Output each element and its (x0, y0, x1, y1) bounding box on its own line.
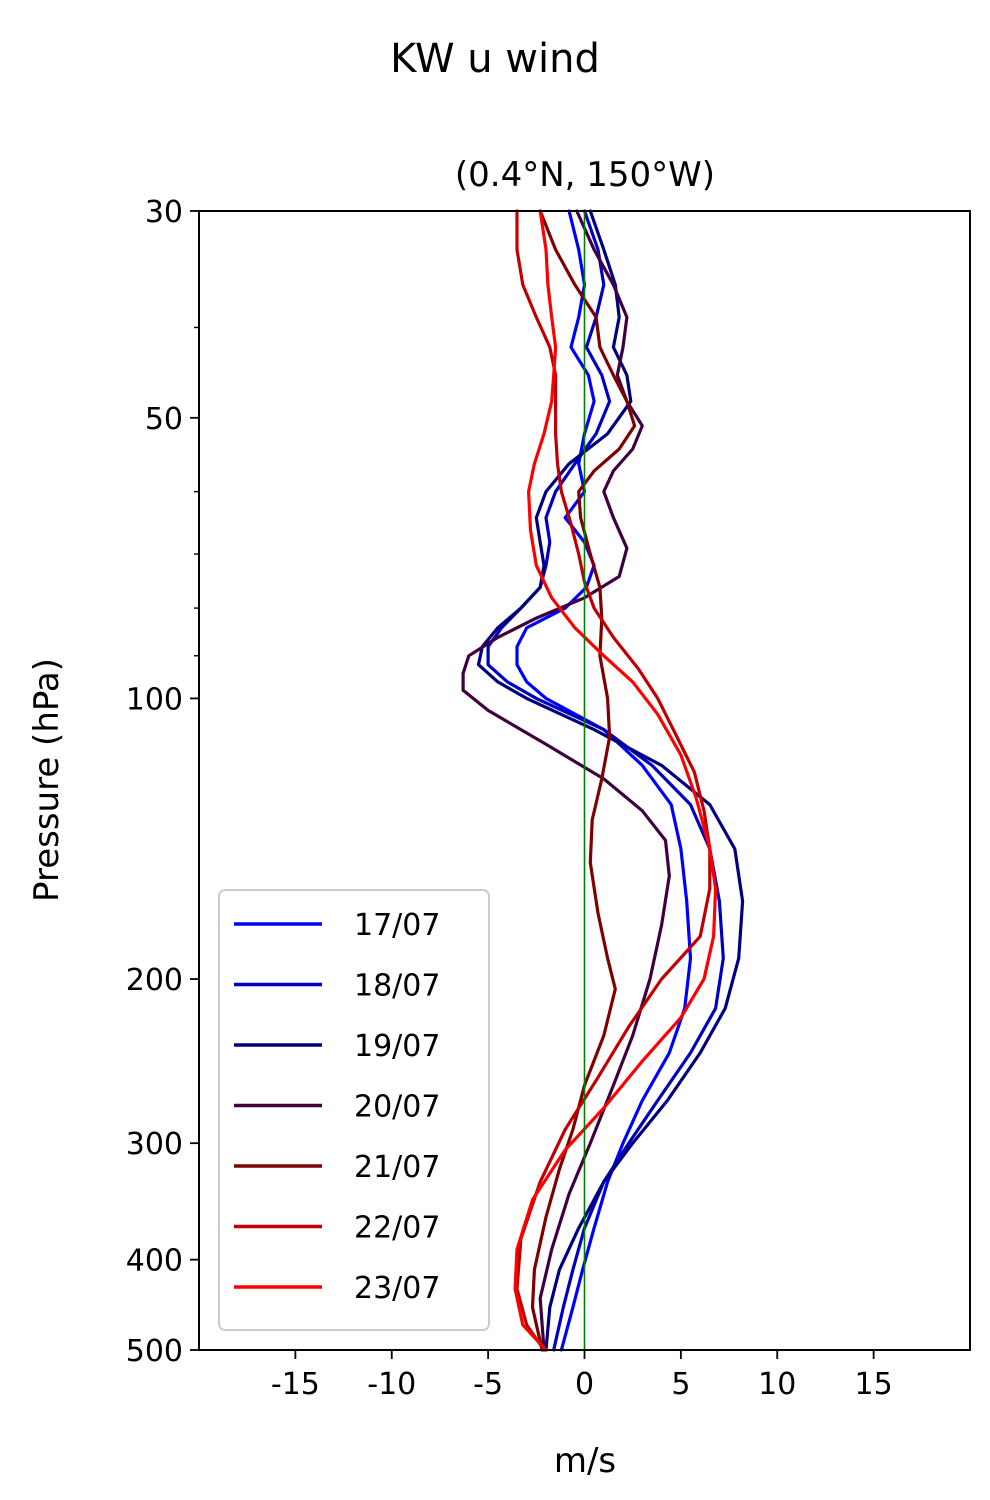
legend-label: 20/07 (354, 1090, 440, 1125)
legend-label: 18/07 (354, 969, 440, 1004)
legend-label: 22/07 (354, 1211, 440, 1246)
legend-label: 17/07 (354, 908, 440, 943)
x-tick-label: 0 (575, 1367, 594, 1402)
series-line-17-07 (515, 209, 693, 1352)
series-layer (461, 209, 745, 1352)
x-axis-label: m/s (554, 1441, 616, 1481)
legend: 17/07 18/07 19/07 20/07 21/07 22/07 23/07 (218, 889, 490, 1331)
chart-title: KW u wind (390, 36, 600, 82)
series-line-19-07 (476, 209, 745, 1352)
y-tick-label: 200 (126, 963, 183, 998)
series-line-22-07 (515, 209, 712, 1352)
y-tick-label: 300 (126, 1127, 183, 1162)
x-tick-label: -10 (367, 1367, 416, 1402)
series-line-20-07 (461, 209, 671, 1352)
legend-box (218, 889, 490, 1331)
x-tick-label: 15 (855, 1367, 893, 1402)
x-tick-label: 10 (758, 1367, 796, 1402)
y-tick-label: 100 (126, 682, 183, 717)
series-line-21-07 (530, 209, 637, 1352)
series-line-23-07 (513, 209, 718, 1352)
legend-label: 19/07 (354, 1029, 440, 1064)
legend-label: 21/07 (354, 1150, 440, 1185)
y-tick-label: 50 (145, 402, 183, 437)
x-tick-label: -5 (473, 1367, 503, 1402)
x-axis: -15 -10 -5 0 5 10 15 (271, 1350, 893, 1402)
y-axis: 30 50 100 200 300 400 500 (126, 195, 199, 1369)
y-tick-label: 500 (126, 1334, 183, 1369)
x-tick-label: -15 (271, 1367, 320, 1402)
y-tick-label: 30 (145, 195, 183, 230)
x-tick-label: 5 (671, 1367, 690, 1402)
y-axis-label: Pressure (hPa) (27, 658, 67, 902)
legend-label: 23/07 (354, 1271, 440, 1306)
y-tick-label: 400 (126, 1244, 183, 1279)
series-line-18-07 (486, 209, 725, 1352)
chart-subtitle: (0.4°N, 150°W) (455, 155, 715, 195)
